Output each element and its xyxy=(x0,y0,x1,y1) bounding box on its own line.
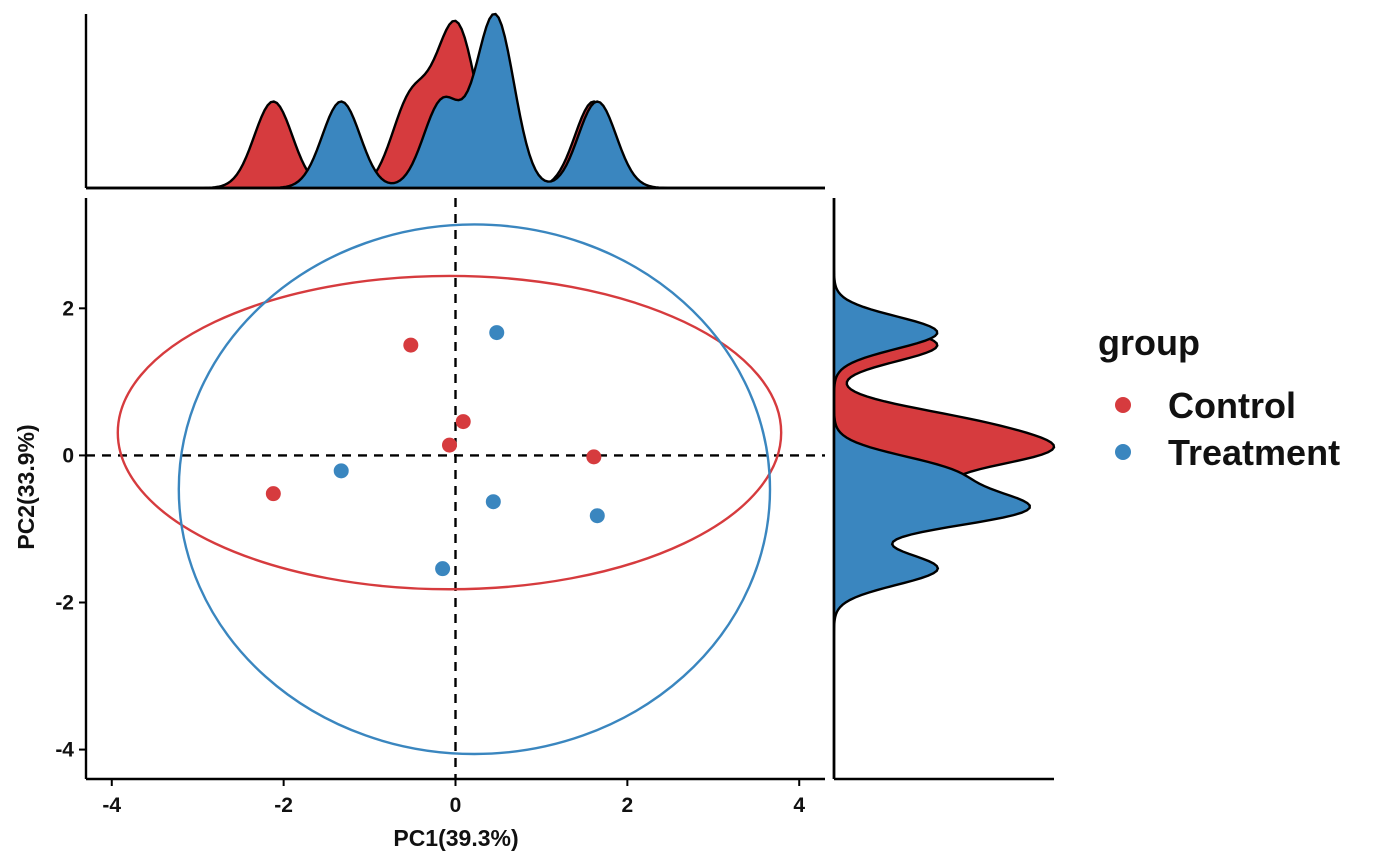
x-tick-label: -4 xyxy=(102,794,121,817)
right-marginal-density xyxy=(832,198,1056,781)
y-tick-label: 0 xyxy=(62,444,74,467)
legend-label-treatment: Treatment xyxy=(1168,432,1340,473)
x-tick-label: -2 xyxy=(274,794,293,817)
x-tick-label: 0 xyxy=(450,794,462,817)
x-axis-title: PC1(39.3%) xyxy=(393,825,518,851)
point-control-1 xyxy=(403,337,419,353)
y-tick-label: 2 xyxy=(62,297,74,320)
axes: -4 -2 0 2 4 -4 -2 0 2 xyxy=(55,198,825,817)
top-marginal-density xyxy=(84,12,825,190)
y-axis-title: PC2(33.9%) xyxy=(13,424,39,549)
confidence-ellipse-control xyxy=(116,274,783,591)
point-treatment-3 xyxy=(485,494,501,510)
x-tick-label: 2 xyxy=(622,794,634,817)
y-tick-label: -4 xyxy=(55,739,74,762)
confidence-ellipse-treatment xyxy=(177,223,772,756)
main-scatter-panel xyxy=(86,198,825,779)
legend-key-control xyxy=(1115,397,1131,413)
y-tick-label: -2 xyxy=(55,591,74,614)
point-control-4 xyxy=(586,449,602,465)
x-tick-label: 4 xyxy=(793,794,805,817)
right-density-treatment xyxy=(832,198,1031,779)
legend-title: group xyxy=(1098,322,1200,363)
legend: group Control Treatment xyxy=(1098,322,1340,473)
point-control-5 xyxy=(265,486,281,502)
point-treatment-1 xyxy=(489,325,505,341)
point-control-2 xyxy=(455,414,471,430)
point-treatment-5 xyxy=(435,561,451,577)
point-treatment-4 xyxy=(589,508,605,524)
point-treatment-2 xyxy=(333,463,349,479)
legend-key-treatment xyxy=(1115,444,1131,460)
point-control-3 xyxy=(441,437,457,453)
legend-label-control: Control xyxy=(1168,385,1296,426)
